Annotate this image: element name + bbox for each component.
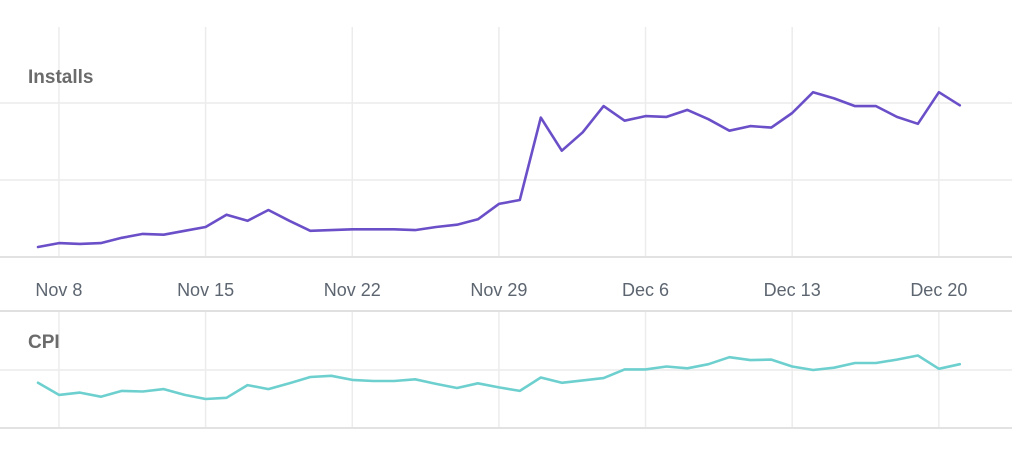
x-tick-label: Dec 13 [764,280,821,300]
x-tick-label: Nov 29 [470,280,527,300]
cpi-title: CPI [28,332,60,353]
x-tick-label: Nov 8 [35,280,82,300]
x-tick-label: Dec 6 [622,280,669,300]
installs-title: Installs [28,67,93,88]
x-tick-label: Dec 20 [910,280,967,300]
cpi-chart: CPI [0,310,1012,429]
x-tick-label: Nov 15 [177,280,234,300]
installs-chart: Installs Nov 8 Nov 15 Nov 22 Nov 29 Dec 6 Dec… [0,27,1012,300]
x-tick-label: Nov 22 [324,280,381,300]
